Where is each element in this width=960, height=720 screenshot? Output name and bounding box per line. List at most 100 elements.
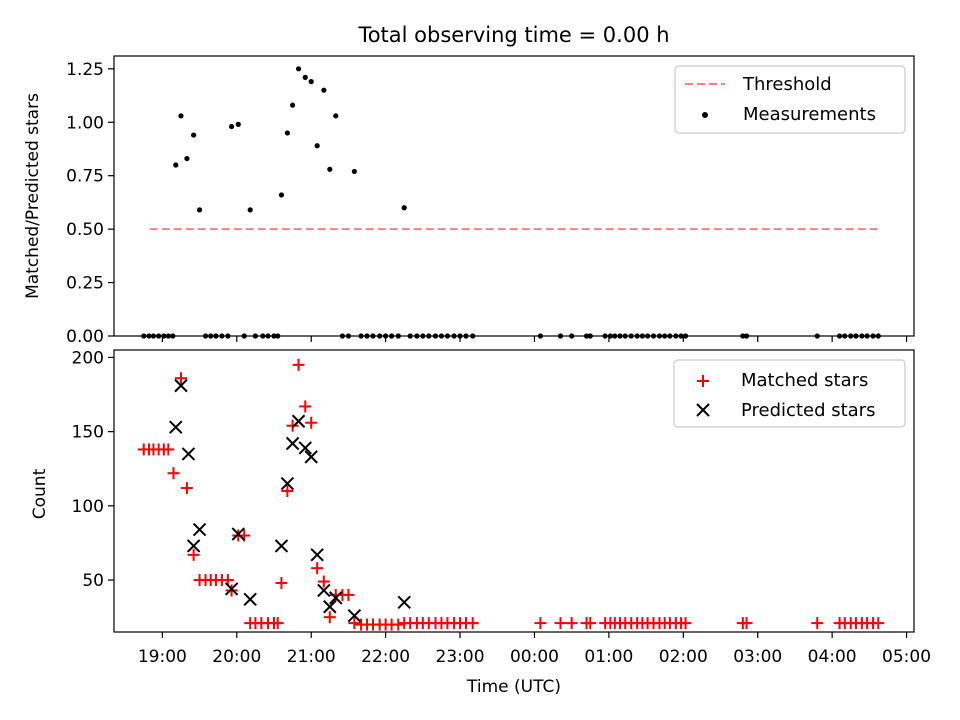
measurement-point: [247, 207, 253, 213]
matched-stars-point: [679, 617, 692, 630]
count-x-axis: 19:00 20:00 21:00 22:00 23:00 00:00 01:00 02:00…: [138, 632, 931, 667]
matched-stars-point: [167, 467, 180, 480]
count-panel: 50 100 150 200 19:00 20:00 21:00 22:00 23:00 00:…: [30, 348, 931, 697]
x-tick-label: 00:00: [510, 647, 559, 667]
matched-stars-point: [342, 588, 355, 601]
predicted-stars-point: [291, 414, 306, 428]
ratio-legend: Threshold Measurements: [674, 65, 906, 134]
matched-legend-swatch: [697, 375, 709, 387]
measurement-point: [173, 162, 179, 168]
matched-stars-point: [466, 617, 479, 630]
matched-stars-point: [554, 617, 567, 630]
predicted-stars-point: [347, 608, 362, 623]
ratio-panel-frame: [113, 55, 915, 337]
matched-stars-point: [565, 617, 578, 630]
matched-stars-point: [292, 358, 305, 371]
matched-stars-point: [180, 482, 193, 495]
predicted-stars-point: [298, 441, 312, 455]
predicted-stars-point: [181, 447, 196, 461]
predicted-stars-point: [274, 539, 289, 553]
matched-stars-point: [286, 419, 299, 432]
measurement-point: [302, 74, 308, 80]
matched-stars-point: [872, 617, 885, 630]
measurement-point: [235, 121, 241, 127]
matched-stars-point: [174, 372, 187, 385]
predicted-stars-point: [310, 548, 324, 562]
measurements-legend-swatch: [702, 112, 708, 118]
predicted-stars-point: [192, 522, 207, 537]
measurement-point: [178, 113, 184, 119]
matched-stars-point: [271, 617, 284, 630]
count-legend-box: [673, 359, 906, 428]
ratio-panel: 0.00 0.25 0.50 0.75 1.00 1.25 Matched/Predict…: [23, 55, 915, 347]
measurement-point: [284, 130, 290, 136]
matched-stars-point: [348, 617, 361, 630]
threshold-legend-label: Threshold: [742, 74, 832, 95]
predicted-stars-point: [323, 600, 337, 614]
matched-stars-point: [584, 617, 597, 630]
measurement-point: [308, 79, 314, 85]
measurements-legend-label: Measurements: [743, 104, 876, 125]
matched-stars-point: [323, 611, 336, 624]
matched-stars-point: [162, 443, 175, 456]
matched-stars-point: [187, 548, 200, 561]
y-tick-label: 1.25: [66, 60, 104, 80]
x-tick-label: 20:00: [212, 647, 261, 667]
x-tick-label: 02:00: [659, 647, 708, 667]
measurement-point: [290, 102, 296, 108]
predicted-stars-point: [317, 583, 331, 598]
chart-title: Total observing time = 0.00 h: [357, 23, 669, 47]
predicted-stars-point: [329, 591, 343, 605]
measurement-point: [184, 155, 190, 162]
y-tick-label: 0.00: [66, 327, 104, 347]
matched-stars-point: [281, 485, 294, 497]
count-panel-frame: [113, 349, 915, 633]
predicted-stars-point: [285, 436, 300, 451]
measurement-point: [278, 192, 285, 198]
ratio-y-axis: 0.00 0.25 0.50 0.75 1.00 1.25: [66, 60, 114, 347]
matched-stars-point: [534, 617, 547, 630]
measurement-point: [228, 123, 235, 130]
y-tick-label: 1.00: [66, 113, 104, 133]
measurement-point: [401, 205, 407, 211]
count-marks: [137, 358, 885, 631]
predicted-stars-point: [397, 595, 411, 610]
measurement-point: [196, 207, 203, 213]
x-axis-label: Time (UTC): [466, 677, 561, 697]
x-tick-label: 21:00: [287, 647, 336, 667]
x-tick-label: 22:00: [361, 647, 410, 667]
x-tick-label: 03:00: [733, 647, 782, 667]
count-y-axis: 50 100 150 200: [72, 348, 114, 591]
y-tick-label: 50: [82, 571, 104, 591]
matched-stars-point: [305, 416, 318, 429]
predicted-stars-point: [243, 592, 257, 607]
count-legend: Matched stars Predicted stars: [673, 359, 906, 428]
ratio-y-axis-label: Matched/Predicted stars: [23, 93, 43, 299]
matched-stars-point: [392, 618, 405, 631]
matched-stars-point: [317, 575, 330, 588]
x-tick-label: 23:00: [436, 647, 485, 667]
predicted-stars-point: [280, 476, 295, 491]
y-tick-label: 200: [72, 348, 104, 368]
x-tick-label: 19:00: [138, 647, 187, 667]
measurement-point: [314, 143, 320, 149]
y-tick-label: 100: [72, 497, 104, 517]
predicted-stars-point: [231, 527, 245, 541]
x-tick-label: 05:00: [882, 647, 931, 667]
measurement-point: [191, 132, 197, 138]
x-tick-label: 01:00: [584, 647, 633, 667]
ratio-legend-box: [674, 65, 906, 134]
matched-stars-point: [225, 584, 238, 597]
measurement-point: [351, 168, 357, 175]
y-tick-label: 150: [72, 423, 104, 443]
measurement-point: [295, 66, 302, 72]
matched-legend-label: Matched stars: [741, 370, 868, 391]
measurement-point: [321, 87, 327, 93]
matched-stars-point: [275, 577, 288, 590]
y-tick-label: 0.75: [66, 167, 104, 187]
predicted-legend-label: Predicted stars: [741, 400, 875, 421]
count-y-axis-label: Count: [30, 468, 50, 519]
y-tick-label: 0.50: [66, 220, 104, 240]
matched-stars-point: [299, 400, 312, 413]
